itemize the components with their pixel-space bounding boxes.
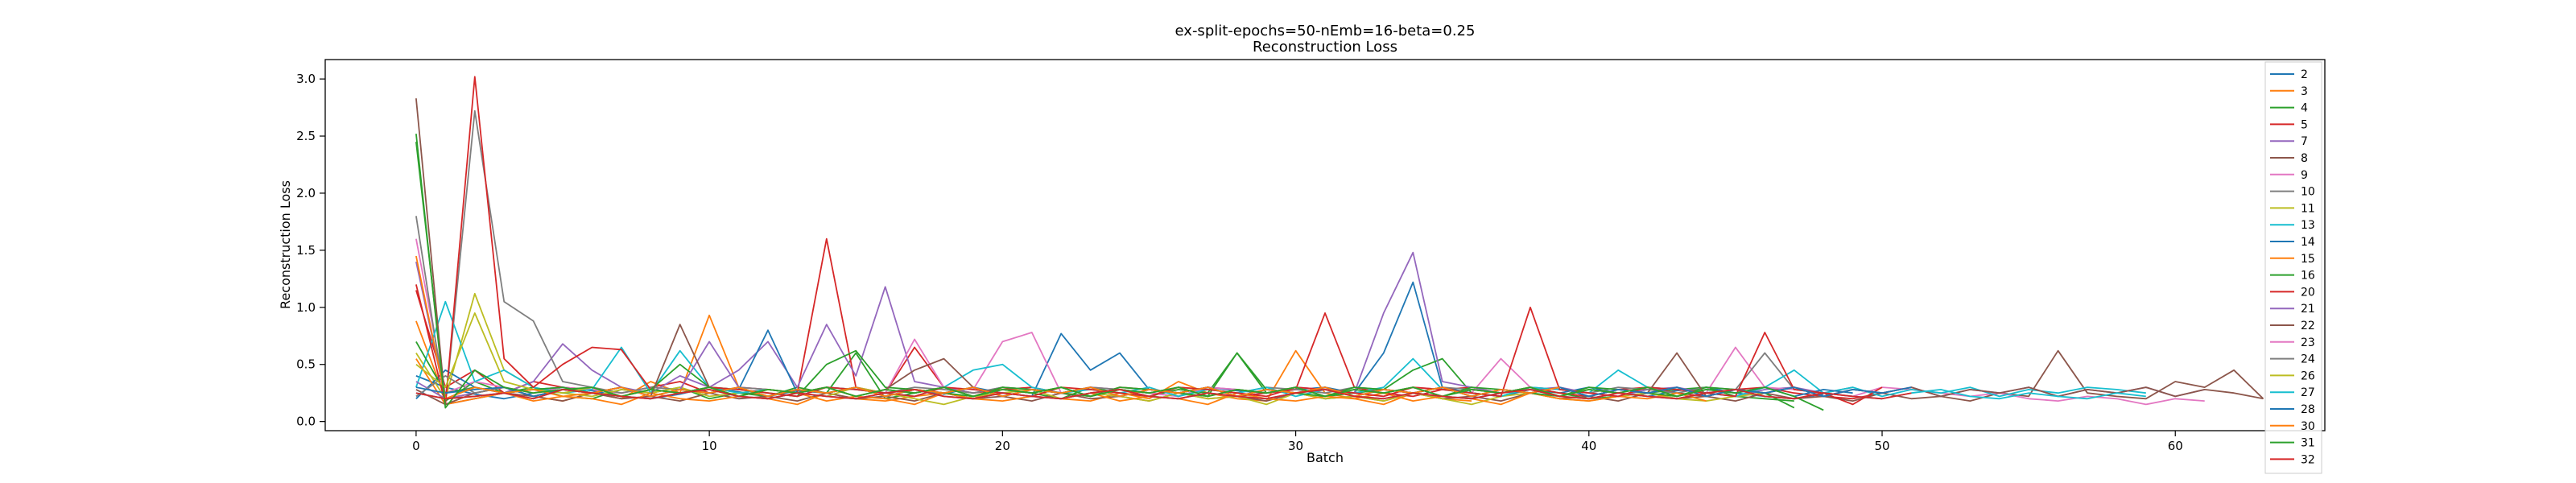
legend-label: 10 xyxy=(2301,186,2315,199)
legend-label: 14 xyxy=(2301,236,2315,249)
legend-label: 32 xyxy=(2301,453,2315,466)
series-layer xyxy=(415,76,2264,411)
legend-label: 2 xyxy=(2301,68,2308,81)
y-tick-label: 3.0 xyxy=(296,72,316,86)
x-tick-label: 50 xyxy=(1874,439,1889,453)
series-line-31 xyxy=(415,134,1824,411)
legend-label: 3 xyxy=(2301,85,2308,98)
x-tick-label: 20 xyxy=(995,439,1010,453)
legend-label: 31 xyxy=(2301,437,2315,450)
chart-title: ex-split-epochs=50-nEmb=16-beta=0.25 xyxy=(1175,23,1476,39)
x-tick-label: 10 xyxy=(702,439,717,453)
legend-label: 13 xyxy=(2301,219,2315,232)
legend-label: 22 xyxy=(2301,320,2315,332)
series-line-30 xyxy=(415,255,1560,400)
chart-subtitle: Reconstruction Loss xyxy=(1253,39,1397,56)
x-axis: 0 10 20 30 40 50 60 xyxy=(412,431,2183,453)
legend: 2345789101113141516202122232426272830313… xyxy=(2264,61,2322,474)
legend-label: 26 xyxy=(2301,369,2315,382)
legend-frame xyxy=(2264,61,2322,474)
legend-label: 15 xyxy=(2301,253,2315,266)
y-axis-label: Reconstruction Loss xyxy=(278,180,293,309)
series-line-2 xyxy=(415,281,1824,400)
x-tick-label: 0 xyxy=(412,439,420,453)
y-axis: 0.0 0.5 1.0 1.5 2.0 2.5 3.0 xyxy=(296,72,325,429)
legend-label: 9 xyxy=(2301,169,2308,182)
y-tick-label: 2.5 xyxy=(296,129,316,143)
plot-frame xyxy=(324,59,2326,431)
y-tick-label: 1.5 xyxy=(296,243,316,258)
legend-label: 7 xyxy=(2301,135,2308,148)
series-line-32 xyxy=(415,388,1912,400)
y-tick-label: 2.0 xyxy=(296,186,316,200)
x-tick-label: 30 xyxy=(1288,439,1303,453)
legend-label: 5 xyxy=(2301,118,2308,131)
legend-label: 4 xyxy=(2301,102,2308,115)
legend-label: 23 xyxy=(2301,336,2315,349)
x-tick-label: 60 xyxy=(2168,439,2183,453)
legend-label: 20 xyxy=(2301,286,2315,299)
y-tick-label: 1.0 xyxy=(296,300,316,315)
y-tick-label: 0.0 xyxy=(296,415,316,429)
y-tick-label: 0.5 xyxy=(296,357,316,372)
series-line-20 xyxy=(415,76,1883,406)
series-line-7 xyxy=(415,251,1824,400)
legend-label: 8 xyxy=(2301,152,2308,165)
legend-label: 16 xyxy=(2301,270,2315,283)
legend-label: 28 xyxy=(2301,403,2315,416)
legend-label: 21 xyxy=(2301,303,2315,316)
x-tick-label: 40 xyxy=(1581,439,1596,453)
x-axis-label: Batch xyxy=(1307,450,1344,465)
legend-label: 11 xyxy=(2301,202,2315,215)
legend-label: 27 xyxy=(2301,386,2315,399)
series-line-26 xyxy=(415,312,1707,398)
series-line-10 xyxy=(415,109,1853,406)
legend-label: 24 xyxy=(2301,353,2315,366)
legend-label: 30 xyxy=(2301,420,2315,433)
